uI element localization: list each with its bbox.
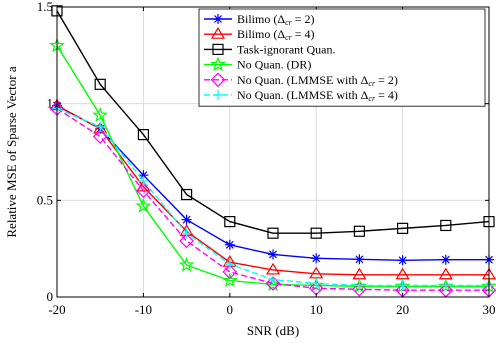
legend-label: Task-ignorant Quan. [237, 42, 335, 56]
data-point [181, 228, 192, 239]
data-point-stroke [441, 255, 450, 264]
legend-label: Bilimo (Δcr = 2) [237, 12, 315, 27]
data-point-stroke [398, 256, 407, 265]
data-point [224, 216, 236, 228]
series-line [56, 104, 489, 276]
data-point [92, 129, 108, 144]
data-point [311, 278, 322, 289]
data-point [137, 129, 149, 141]
data-point [311, 253, 322, 264]
series [51, 5, 495, 239]
data-point-stroke [269, 250, 277, 259]
data-point [138, 176, 149, 186]
data-point [179, 233, 194, 249]
y-tick-label: 1 [47, 96, 54, 111]
data-point [265, 262, 281, 275]
data-point [354, 280, 365, 291]
data-point [265, 276, 281, 291]
data-point [178, 256, 195, 272]
data-point-stroke [312, 254, 321, 263]
data-point [440, 280, 451, 291]
data-point [212, 43, 224, 56]
x-tick-label: 30 [483, 302, 496, 317]
data-point [181, 188, 193, 201]
data-point [354, 254, 365, 265]
x-tick-label: 0 [227, 302, 234, 317]
data-point [224, 259, 235, 270]
data-point [397, 255, 408, 266]
series [49, 98, 496, 280]
data-point [210, 56, 226, 72]
data-point [136, 183, 151, 199]
data-point [135, 197, 152, 213]
legend-label: No Quan. (DR) [237, 58, 311, 72]
legend-label: Bilimo (Δcr = 4) [237, 27, 315, 42]
x-tick-label: -20 [48, 302, 65, 317]
data-point [213, 14, 223, 24]
series-layer [49, 5, 496, 298]
data-point [268, 274, 278, 285]
data-point [94, 78, 106, 90]
data-point-stroke [182, 215, 191, 224]
data-point [221, 272, 238, 288]
data-point [440, 254, 451, 265]
legend-item: Bilimo (Δcr = 2) [204, 12, 315, 27]
data-point [440, 219, 452, 232]
y-tick-label: 1.5 [37, 0, 53, 14]
x-tick-label: -10 [135, 302, 152, 317]
data-point [224, 239, 235, 250]
data-point [222, 264, 238, 280]
data-point [397, 280, 408, 291]
data-point [352, 281, 367, 297]
y-tick-label: 0.5 [37, 192, 53, 207]
data-point-stroke [214, 15, 222, 23]
data-point [92, 107, 109, 122]
legend: Bilimo (Δcr = 2)Bilimo (Δcr = 4)Task-ign… [198, 8, 486, 107]
data-point [268, 249, 278, 260]
legend-box [198, 8, 486, 107]
data-point [93, 121, 108, 134]
data-point [95, 121, 106, 132]
data-point-stroke [225, 240, 234, 249]
legend-item: No Quan. (LMMSE with Δcr = 4) [204, 88, 398, 103]
y-axis-label: Relative MSE of Sparse Vector a [4, 66, 19, 237]
data-point [181, 214, 192, 225]
data-point [397, 222, 409, 234]
data-point [310, 227, 322, 239]
plot-frame [56, 6, 490, 298]
legend-item: No Quan. (LMMSE with Δcr = 2) [204, 72, 398, 88]
series-line [56, 10, 490, 234]
data-point [267, 227, 279, 239]
y-tick-label: 0 [47, 289, 54, 304]
data-point [353, 225, 365, 237]
legend-label: No Quan. (LMMSE with Δcr = 4) [237, 88, 398, 103]
x-tick-label: 10 [310, 302, 323, 317]
legend-item: Task-ignorant Quan. [204, 42, 335, 56]
data-point-stroke [355, 255, 364, 264]
series [52, 100, 494, 266]
data-point [213, 90, 223, 100]
legend-label: No Quan. (LMMSE with Δcr = 2) [237, 73, 398, 88]
x-axis-label: SNR (dB) [247, 323, 299, 338]
data-point [210, 72, 226, 88]
legend-item: Bilimo (Δcr = 4) [204, 27, 315, 42]
x-tick-label: 20 [396, 302, 409, 317]
data-point [210, 27, 226, 39]
legend-item: No Quan. (DR) [204, 56, 311, 72]
